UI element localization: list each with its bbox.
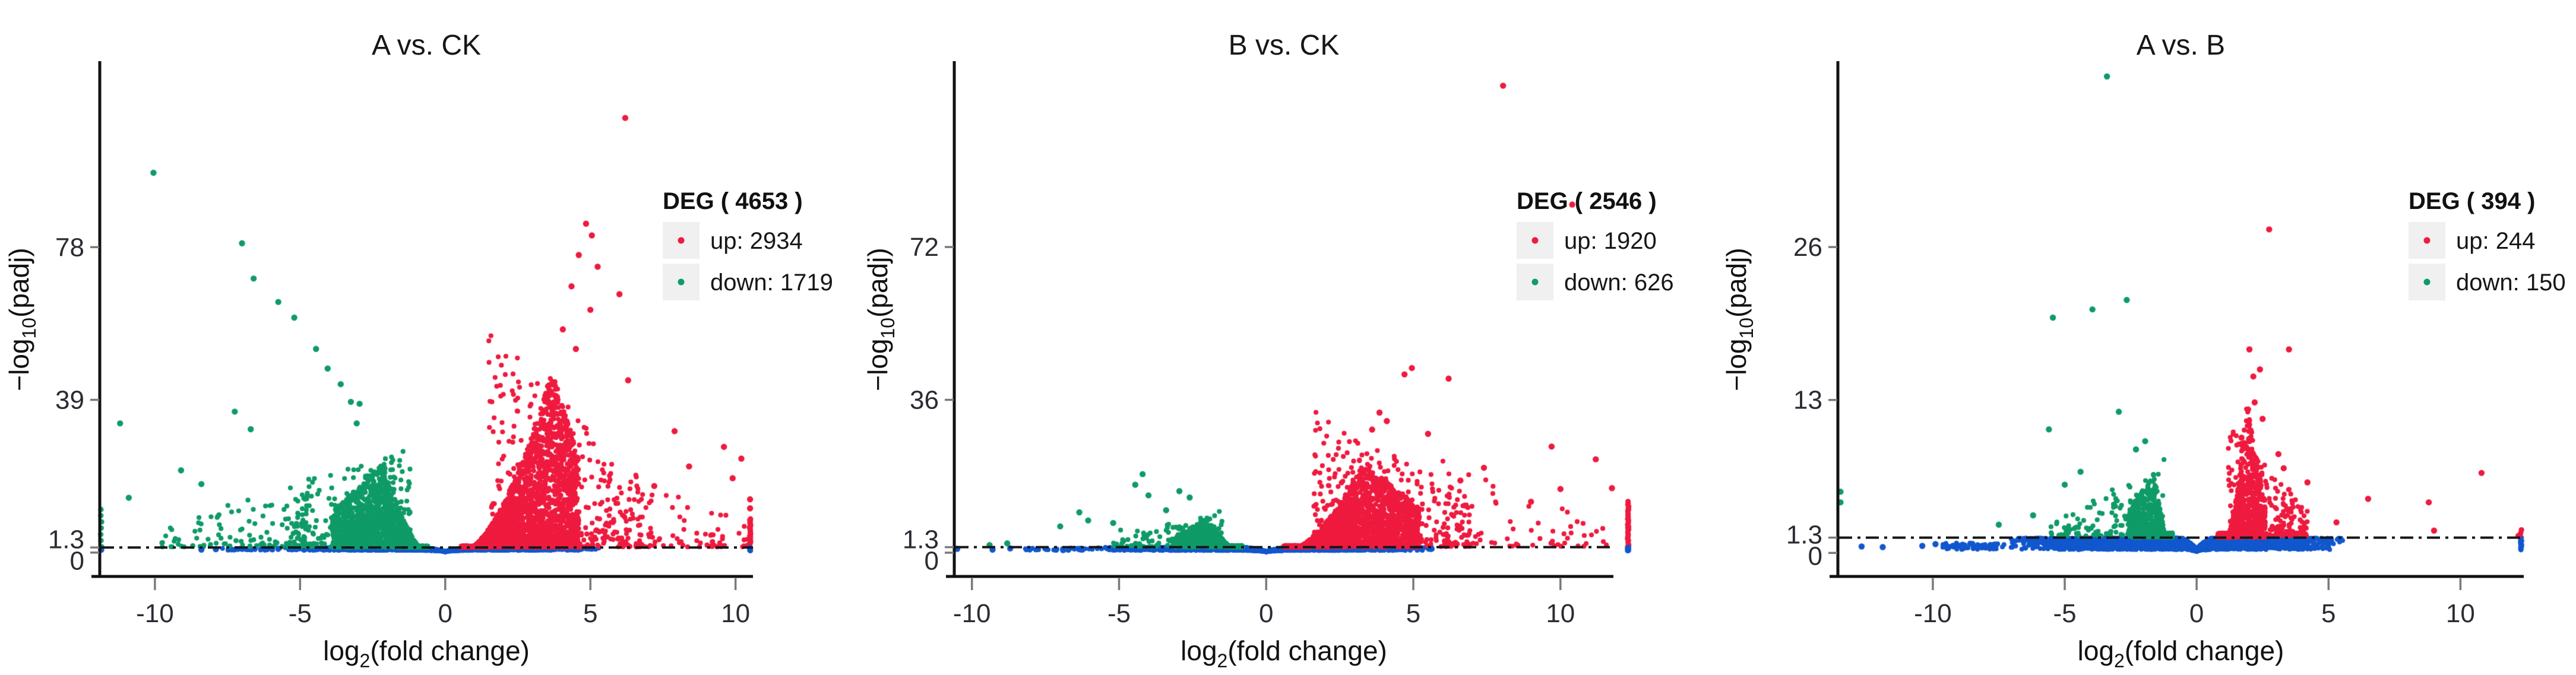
y-tick-label: 0 [70, 546, 84, 575]
x-tick-label: 5 [2321, 599, 2336, 628]
legend-item-label: down: 150 [2456, 270, 2566, 296]
y-tick-label: 72 [910, 233, 939, 262]
legend: DEG ( 2546 ) up: 1920 down: 626 [1517, 188, 1674, 300]
y-tick-label: 26 [1793, 233, 1822, 262]
x-tick-label: -10 [136, 599, 174, 628]
x-tick-label: -5 [289, 599, 312, 628]
y-tick-label: 0 [1808, 541, 1822, 571]
x-axis-title: log2(fold change) [2078, 635, 2284, 671]
legend-item-label: up: 244 [2456, 228, 2535, 254]
x-tick-label: -5 [2053, 599, 2076, 628]
x-tick-label: 0 [2189, 599, 2204, 628]
legend-dot-down-icon [2423, 278, 2431, 286]
y-tick-label: 13 [1793, 386, 1822, 415]
panel-b-vs-ck: B vs. CK -10 -5 0 5 10 0 1.3 36 72 log2(fold chang… [859, 0, 1717, 675]
legend: DEG ( 4653 ) up: 2934 down: 1719 [663, 188, 833, 300]
legend-title: DEG ( 2546 ) [1517, 188, 1657, 214]
panel-title: B vs. CK [1229, 30, 1340, 61]
y-tick-label: 1.3 [48, 525, 84, 554]
x-axis-title: log2(fold change) [1181, 635, 1387, 671]
y-axis-title: −log10(padj) [4, 248, 40, 391]
x-tick-label: 10 [1546, 599, 1575, 628]
scatter-points-canvas [1717, 0, 2576, 675]
y-tick-label: 36 [910, 386, 939, 415]
legend-item-label: down: 1719 [710, 270, 833, 296]
x-tick-label: -5 [1107, 599, 1131, 628]
x-tick-label: 5 [1406, 599, 1420, 628]
x-tick-label: 0 [1259, 599, 1273, 628]
x-tick-label: 10 [721, 599, 750, 628]
legend-dot-down-icon [1531, 278, 1539, 286]
legend: DEG ( 394 ) up: 244 down: 150 [2409, 188, 2566, 300]
legend-dot-up-icon [1531, 237, 1539, 244]
legend-item-label: down: 626 [1564, 270, 1674, 296]
panel-title: A vs. CK [372, 30, 481, 61]
y-tick-label: 1.3 [903, 525, 939, 554]
x-tick-label: -10 [953, 599, 991, 628]
panel-a-vs-b: A vs. B -10 -5 0 5 10 0 1.3 13 26 log2(fold change… [1717, 0, 2576, 675]
y-tick-label: 39 [55, 386, 84, 415]
y-tick-label: 0 [925, 546, 939, 575]
y-axis-title: −log10(padj) [862, 248, 898, 391]
scatter-points-canvas [0, 0, 859, 675]
legend-item-label: up: 1920 [1564, 228, 1657, 254]
legend-dot-up-icon [2423, 237, 2431, 244]
y-tick-label: 1.3 [1786, 520, 1822, 549]
panel-title: A vs. B [2137, 30, 2225, 61]
x-tick-label: 0 [438, 599, 452, 628]
legend-dot-down-icon [678, 278, 685, 286]
x-tick-label: 5 [583, 599, 597, 628]
scatter-points-canvas [859, 0, 1717, 675]
legend-item-label: up: 2934 [710, 228, 803, 254]
legend-title: DEG ( 394 ) [2409, 188, 2535, 214]
y-axis-title: −log10(padj) [1721, 248, 1757, 391]
legend-dot-up-icon [678, 237, 685, 244]
x-tick-label: 10 [2446, 599, 2475, 628]
y-tick-label: 78 [55, 233, 84, 262]
x-axis-title: log2(fold change) [323, 635, 530, 671]
legend-title: DEG ( 4653 ) [663, 188, 803, 214]
panel-a-vs-ck: A vs. CK -10 -5 0 5 10 0 1.3 39 78 log2(fold chang… [0, 0, 859, 675]
x-tick-label: -10 [1914, 599, 1952, 628]
